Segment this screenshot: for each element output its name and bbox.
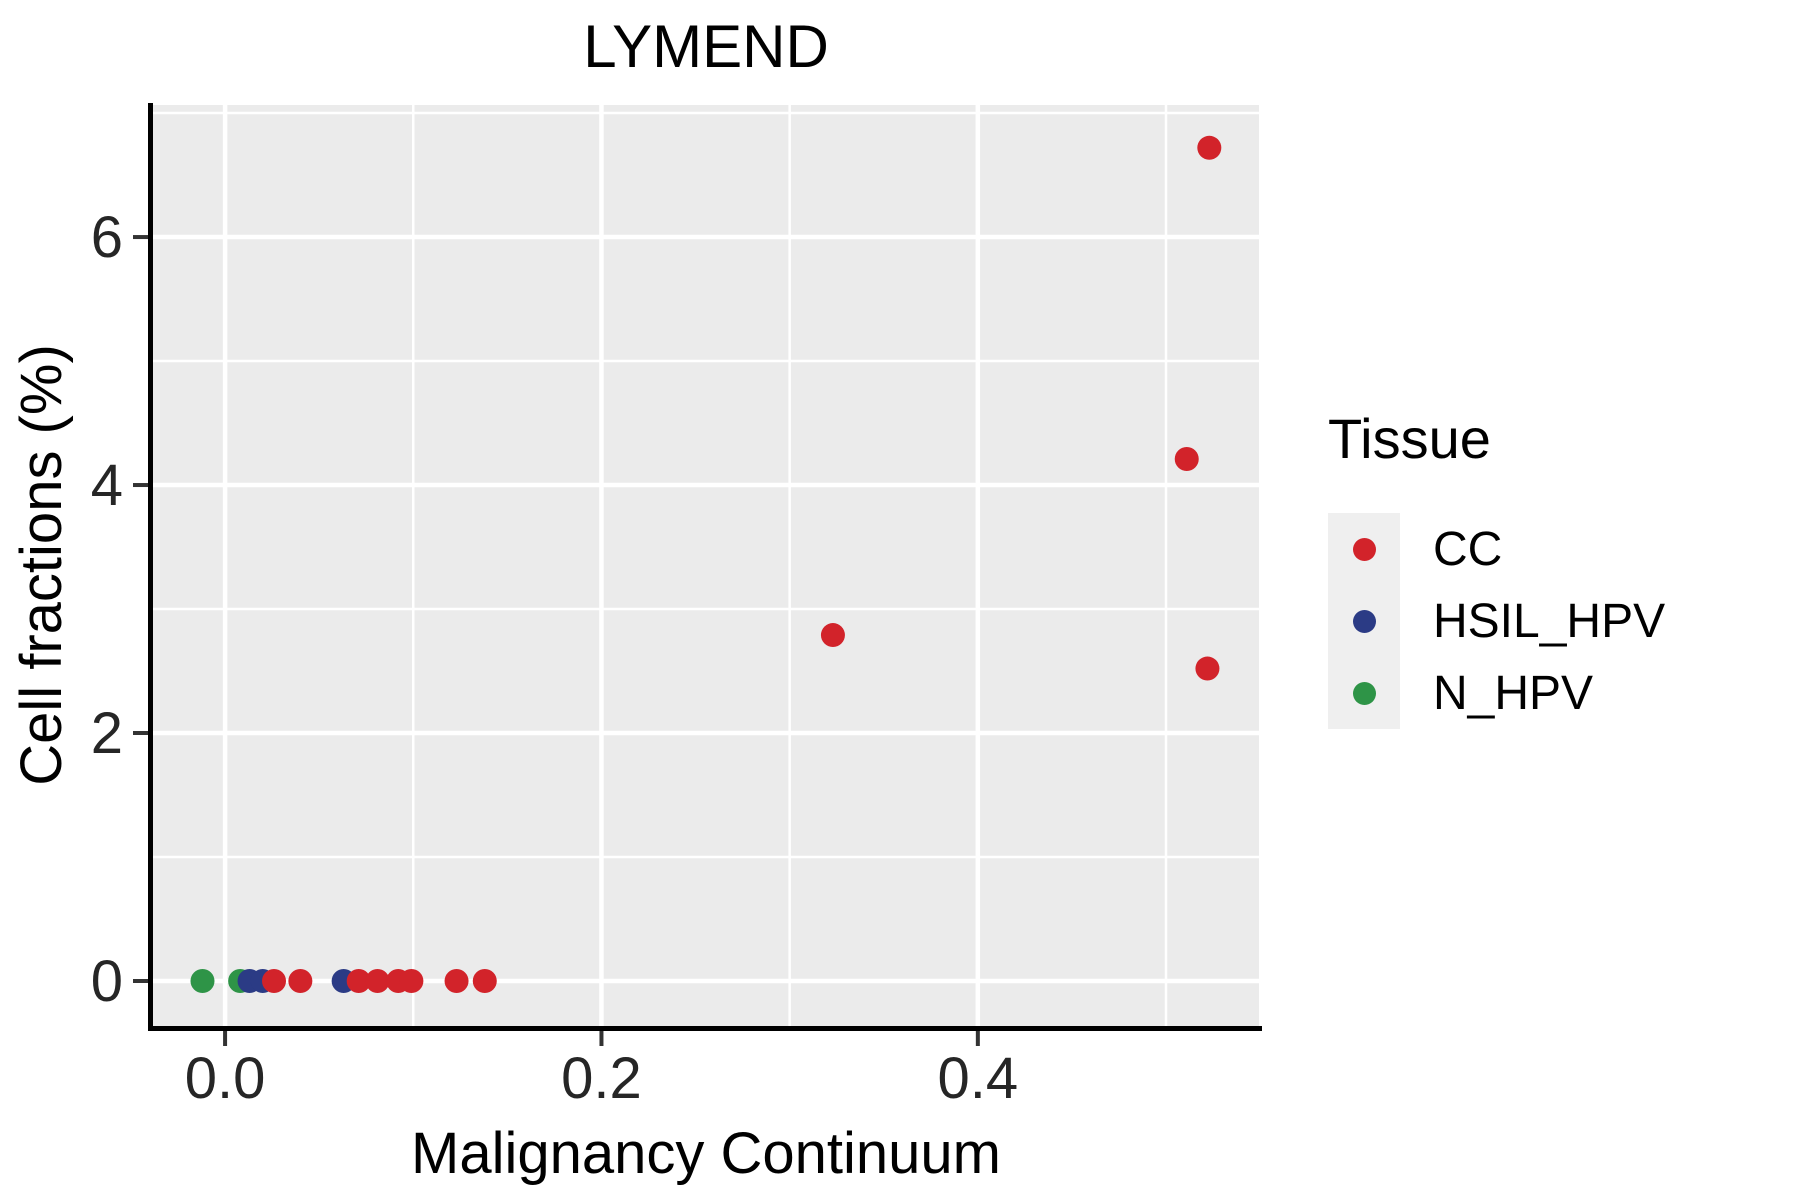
data-point-CC (1197, 135, 1222, 160)
data-point-N_HPV (190, 968, 215, 993)
legend-dot-icon (1352, 537, 1376, 561)
legend-title: Tissue (1328, 407, 1491, 470)
data-point-CC (346, 968, 371, 993)
legend-label: CC (1433, 522, 1503, 576)
data-point-CC (820, 623, 845, 648)
legend-label: HSIL_HPV (1433, 594, 1666, 648)
legend-label: N_HPV (1433, 666, 1594, 720)
data-point-CC (472, 968, 497, 993)
legend-item-CC: CC (1328, 513, 1665, 585)
y-tick-label: 4 (91, 453, 123, 518)
data-point-CC (1174, 446, 1199, 471)
x-tick-label: 0.2 (561, 1046, 642, 1111)
data-point-CC (444, 968, 469, 993)
plot-panel (153, 105, 1259, 1026)
legend-rows: CC HSIL_HPV N_HPV (1328, 513, 1665, 729)
legend: Tissue CC HSIL_HPV N_HPV (1328, 406, 1665, 729)
legend-key (1328, 585, 1400, 657)
data-point-CC (365, 968, 390, 993)
data-point-CC (399, 968, 424, 993)
data-point-CC (1195, 656, 1220, 681)
x-tick-label: 0.0 (185, 1046, 266, 1111)
x-axis-title: Malignancy Continuum (411, 1121, 1001, 1186)
y-tick-label: 2 (91, 701, 123, 766)
x-tick-label: 0.4 (938, 1046, 1019, 1111)
data-point-CC (288, 968, 313, 993)
data-point-CC (262, 968, 287, 993)
legend-dot-icon (1352, 681, 1376, 705)
legend-item-N_HPV: N_HPV (1328, 657, 1665, 729)
y-tick-label: 6 (91, 205, 123, 270)
y-tick-label: 0 (91, 949, 123, 1014)
legend-key (1328, 513, 1400, 585)
y-axis-title: Cell fractions (%) (9, 344, 74, 786)
legend-dot-icon (1352, 609, 1376, 633)
chart-title: LYMEND (583, 13, 829, 80)
legend-key (1328, 657, 1400, 729)
legend-item-HSIL_HPV: HSIL_HPV (1328, 585, 1665, 657)
